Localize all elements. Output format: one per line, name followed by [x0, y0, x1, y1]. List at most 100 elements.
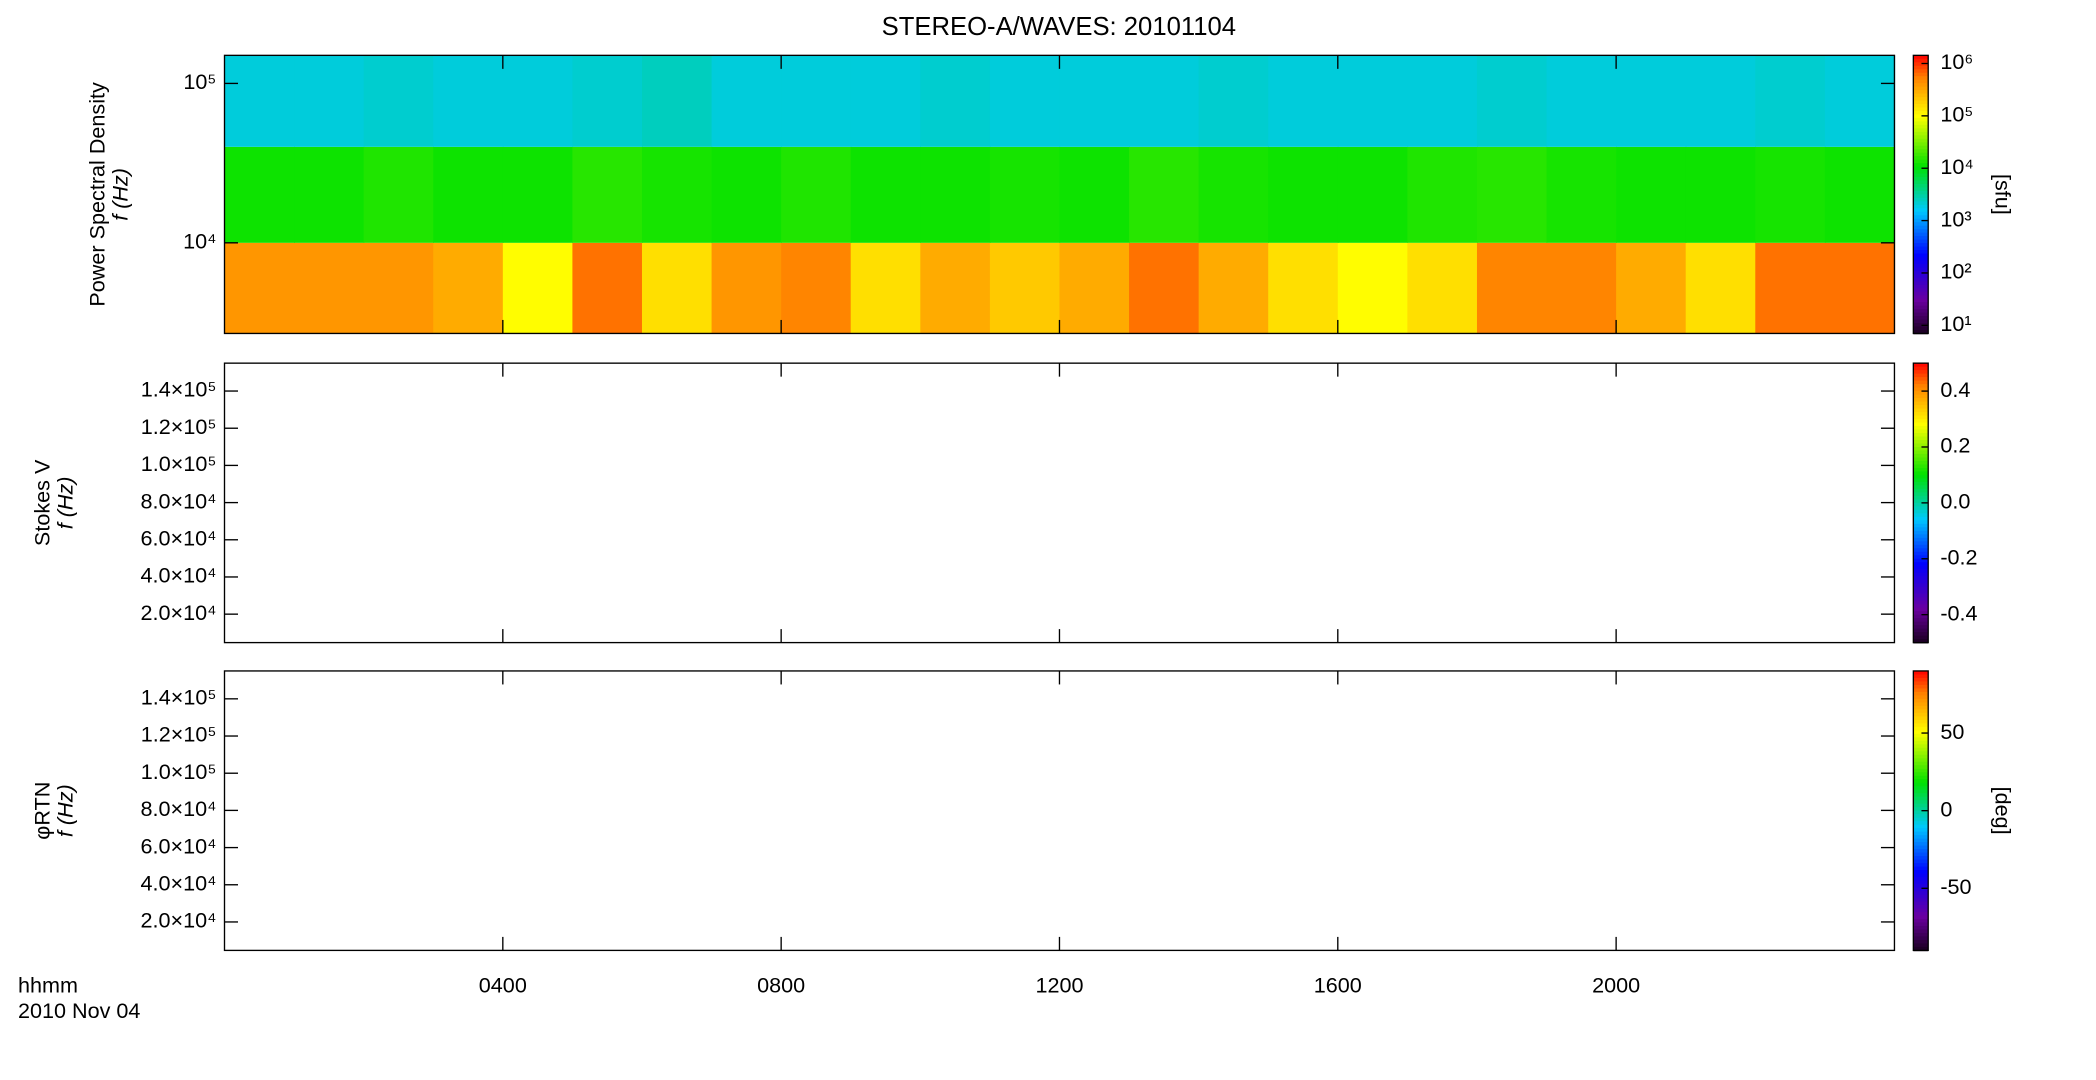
colorbar-swatch: [1913, 225, 1929, 230]
colorbar-swatch: [1913, 541, 1929, 546]
colorbar-swatch: [1913, 863, 1929, 868]
colorbar-swatch: [1913, 232, 1929, 237]
colorbar-swatch: [1913, 600, 1929, 605]
x-tick-label: 1600: [1314, 973, 1362, 998]
chart-title: STEREO-A/WAVES: 20101104: [882, 13, 1236, 41]
colorbar-swatch: [1913, 76, 1929, 81]
heatmap-cell: [1476, 146, 1548, 243]
heatmap-cell: [1476, 55, 1548, 147]
colorbar-swatch: [1913, 579, 1929, 585]
colorbar-swatch: [1913, 450, 1929, 455]
colorbar-swatch: [1913, 394, 1929, 399]
colorbar-tick-label: 10⁵: [1940, 102, 1973, 127]
heatmap-cell: [1059, 146, 1130, 243]
heatmap-cell: [711, 242, 782, 334]
y-axis-label: φRTN: [29, 782, 54, 840]
colorbar-swatch: [1913, 415, 1929, 420]
heatmap-cell: [1685, 146, 1756, 243]
heatmap-cell: [1129, 55, 1200, 147]
x-tick-label: 1200: [1035, 973, 1083, 998]
colorbar-swatch: [1913, 639, 1929, 644]
colorbar-tick-label: -0.2: [1940, 544, 1977, 569]
colorbar-swatch: [1913, 190, 1929, 196]
colorbar-swatch: [1913, 887, 1929, 892]
colorbar-swatch: [1913, 922, 1929, 927]
colorbar-swatch: [1913, 163, 1929, 168]
colorbar-swatch: [1913, 877, 1929, 882]
colorbar-swatch: [1913, 135, 1929, 140]
colorbar-swatch: [1913, 502, 1929, 508]
colorbar-swatch: [1913, 506, 1929, 511]
heatmap-cell: [989, 242, 1061, 334]
heatmap-cell: [920, 146, 991, 243]
colorbar-swatch: [1913, 821, 1929, 826]
colorbar-swatch: [1913, 779, 1929, 784]
colorbar-swatch: [1913, 384, 1929, 389]
colorbar-swatch: [1913, 145, 1929, 151]
plot-frame: [223, 362, 1896, 644]
colorbar-swatch: [1913, 744, 1929, 749]
heatmap-cell: [1616, 146, 1687, 243]
y-tick-label: 1.0×10⁵: [141, 759, 217, 784]
heatmap-cell: [781, 242, 852, 334]
colorbar-swatch: [1913, 891, 1929, 896]
colorbar-swatch: [1913, 925, 1929, 931]
heatmap-cell: [711, 146, 782, 243]
colorbar-swatch: [1913, 62, 1929, 67]
colorbar-swatch: [1913, 733, 1929, 739]
colorbar-swatch: [1913, 625, 1929, 630]
colorbar-swatch: [1913, 398, 1929, 403]
colorbar-swatch: [1913, 180, 1929, 185]
heatmap-cell: [850, 242, 921, 334]
colorbar-swatch: [1913, 277, 1929, 283]
colorbar-swatch: [1913, 422, 1929, 427]
heatmap-cell: [502, 146, 574, 243]
colorbar-swatch: [1913, 555, 1929, 560]
colorbar-swatch: [1913, 453, 1929, 459]
colorbar-swatch: [1913, 391, 1929, 396]
colorbar-swatch: [1913, 870, 1929, 875]
colorbar-swatch: [1913, 775, 1929, 781]
colorbar-swatch: [1913, 433, 1929, 438]
colorbar-swatch: [1913, 142, 1929, 147]
heatmap-cell: [711, 55, 782, 147]
colorbar-swatch: [1913, 800, 1929, 805]
colorbar-tick-label: 0: [1940, 796, 1952, 821]
colorbar-swatch: [1913, 319, 1929, 324]
colorbar-swatch: [1913, 481, 1929, 487]
colorbar-swatch: [1913, 695, 1929, 700]
heatmap-cell: [1755, 242, 1826, 334]
colorbar-swatch: [1913, 429, 1929, 434]
y-axis-label: Stokes V: [29, 459, 54, 546]
colorbar-swatch: [1913, 460, 1929, 466]
colorbar-swatch: [1913, 291, 1929, 297]
colorbar-swatch: [1913, 835, 1929, 840]
colorbar-swatch: [1913, 236, 1929, 241]
colorbar-swatch: [1913, 246, 1929, 251]
y-tick-label: 8.0×10⁴: [140, 488, 216, 513]
colorbar-swatch: [1913, 737, 1929, 742]
colorbar-tick-label: 0.0: [1940, 489, 1970, 514]
colorbar-swatch: [1913, 499, 1929, 504]
colorbar-swatch: [1913, 485, 1929, 490]
colorbar-swatch: [1913, 93, 1929, 98]
heatmap-cell: [224, 146, 295, 243]
colorbar-swatch: [1913, 149, 1929, 154]
colorbar-swatch: [1913, 859, 1929, 864]
colorbar-swatch: [1913, 86, 1929, 91]
colorbar-swatch: [1913, 69, 1929, 74]
colorbar-swatch: [1913, 107, 1929, 112]
colorbar-swatch: [1913, 726, 1929, 732]
colorbar-swatch: [1913, 295, 1929, 300]
colorbar-swatch: [1913, 873, 1929, 878]
colorbar-swatch: [1913, 814, 1929, 819]
heatmap-cell: [363, 146, 434, 243]
x-tick-label: 0400: [479, 973, 527, 998]
heatmap-cell: [1407, 242, 1478, 334]
heatmap-cell: [1059, 55, 1130, 147]
colorbar-swatch: [1913, 884, 1929, 889]
heatmap-cell: [1129, 242, 1200, 334]
colorbar-swatch: [1913, 558, 1929, 564]
colorbar-swatch: [1913, 712, 1929, 718]
